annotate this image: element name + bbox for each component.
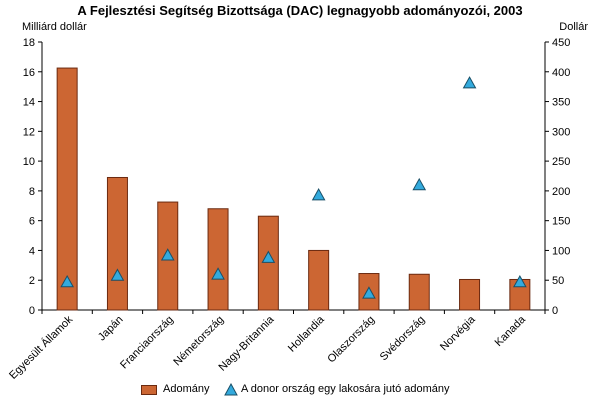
left-tick-label: 4 — [29, 245, 35, 257]
bar — [56, 67, 78, 311]
per-capita-marker — [211, 267, 225, 280]
left-tick-label: 16 — [23, 67, 35, 79]
chart-title: A Fejlesztési Segítség Bizottsága (DAC) … — [77, 3, 523, 18]
per-capita-marker — [513, 274, 527, 288]
right-axis-unit-label: Dollár — [559, 21, 588, 33]
left-tick-label: 0 — [29, 305, 35, 317]
right-tick-label: 200 — [552, 186, 570, 198]
left-tick-label: 2 — [29, 275, 35, 287]
bar — [106, 176, 128, 311]
category-label: Olaszország — [325, 314, 377, 366]
per-capita-marker — [160, 248, 175, 261]
left-tick-label: 8 — [29, 186, 35, 198]
left-tick-label: 6 — [29, 216, 35, 228]
left-tick-label: 14 — [23, 97, 35, 109]
right-tick-label: 50 — [552, 275, 564, 287]
legend-bar-swatch — [141, 385, 157, 395]
right-tick-label: 450 — [552, 37, 570, 49]
bar — [257, 215, 279, 311]
category-label: Franciaország — [118, 314, 176, 372]
right-tick-label: 0 — [552, 305, 558, 317]
per-capita-marker — [311, 188, 326, 201]
right-tick-label: 250 — [552, 156, 570, 168]
per-capita-marker — [362, 286, 376, 299]
per-capita-marker — [110, 268, 125, 281]
bar — [459, 278, 481, 311]
category-label: Kanada — [493, 313, 529, 349]
category-label: Németország — [171, 314, 226, 369]
bar — [408, 273, 430, 311]
left-tick-label: 18 — [23, 37, 35, 49]
left-tick-label: 10 — [23, 156, 35, 168]
left-axis-unit-label: Milliárd dollár — [22, 21, 87, 33]
category-label: Egyesült Államok — [6, 313, 75, 382]
legend-marker-label: A donor ország egy lakosára jutó adomány — [241, 383, 450, 395]
right-tick-label: 400 — [552, 67, 570, 79]
category-label: Svédország — [378, 314, 428, 364]
per-capita-marker — [60, 274, 74, 288]
category-label: Hollandia — [286, 313, 328, 355]
legend-triangle-swatch — [224, 383, 238, 396]
category-label: Norvégia — [438, 313, 478, 353]
bar — [308, 249, 330, 311]
chart-legend: Adomány A donor ország egy lakosára jutó… — [0, 382, 600, 398]
right-tick-label: 150 — [552, 216, 570, 228]
per-capita-marker — [412, 177, 427, 191]
right-tick-label: 300 — [552, 126, 570, 138]
category-label: Japán — [96, 314, 126, 344]
bar — [207, 208, 229, 311]
per-capita-marker — [462, 76, 477, 89]
right-tick-label: 350 — [552, 97, 570, 109]
legend-bar-label: Adomány — [163, 383, 210, 395]
per-capita-marker — [261, 250, 276, 263]
left-tick-label: 12 — [23, 126, 35, 138]
right-tick-label: 100 — [552, 245, 570, 257]
